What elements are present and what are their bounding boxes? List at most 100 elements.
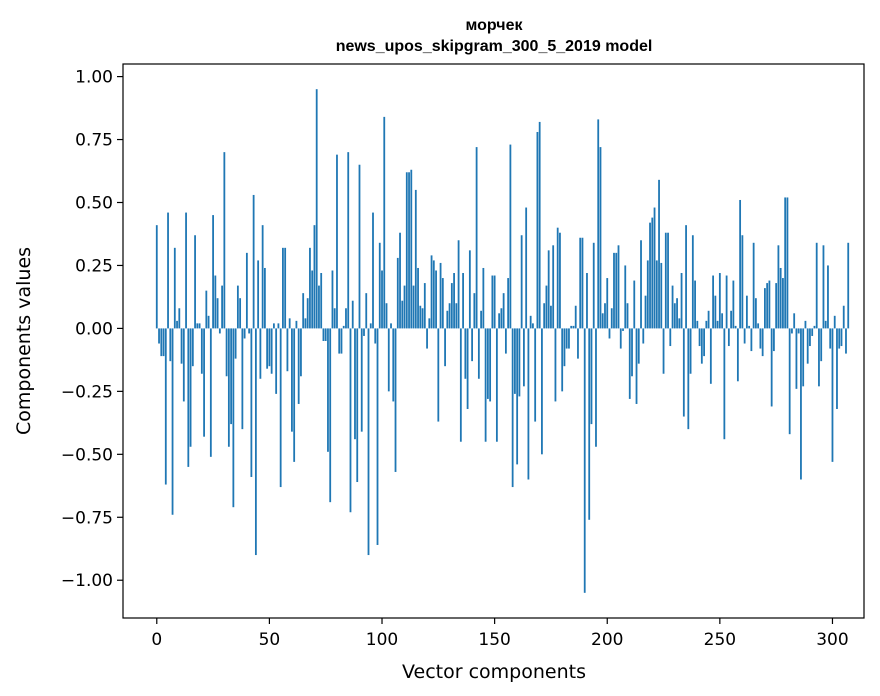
bar-123 bbox=[432, 260, 435, 329]
bar-252 bbox=[723, 328, 726, 440]
bar-15 bbox=[189, 328, 192, 447]
x-tick-label: 200 bbox=[591, 630, 623, 650]
bar-287 bbox=[802, 328, 805, 387]
bar-307 bbox=[847, 242, 850, 329]
bar-116 bbox=[417, 267, 419, 329]
bar-52 bbox=[273, 323, 275, 329]
bar-192 bbox=[588, 328, 591, 520]
bar-79 bbox=[333, 308, 336, 329]
bar-275 bbox=[775, 283, 778, 329]
bar-181 bbox=[563, 328, 566, 367]
bar-194 bbox=[592, 242, 595, 329]
bar-33 bbox=[230, 328, 233, 425]
bar-271 bbox=[766, 283, 769, 329]
bar-94 bbox=[367, 328, 370, 556]
bar-2 bbox=[160, 328, 163, 357]
bar-273 bbox=[770, 328, 773, 407]
bar-151 bbox=[495, 328, 498, 442]
bar-291 bbox=[811, 328, 814, 336]
bar-212 bbox=[633, 280, 636, 329]
bar-9 bbox=[176, 320, 178, 329]
bar-227 bbox=[667, 232, 669, 329]
bar-219 bbox=[649, 222, 651, 329]
bar-284 bbox=[795, 328, 798, 389]
bar-66 bbox=[304, 318, 307, 329]
bar-1 bbox=[158, 328, 160, 344]
bar-95 bbox=[369, 323, 372, 329]
bar-41 bbox=[248, 328, 251, 334]
bar-77 bbox=[329, 328, 332, 503]
bar-139 bbox=[468, 250, 471, 329]
bar-56 bbox=[282, 247, 284, 329]
bar-85 bbox=[347, 152, 350, 329]
bar-93 bbox=[365, 293, 368, 329]
bar-67 bbox=[306, 298, 309, 329]
bar-145 bbox=[482, 267, 485, 329]
bar-167 bbox=[532, 323, 534, 329]
bar-47 bbox=[261, 225, 264, 329]
bar-129 bbox=[446, 310, 449, 329]
bar-253 bbox=[725, 275, 728, 329]
bar-91 bbox=[360, 328, 363, 432]
bar-102 bbox=[385, 303, 388, 329]
bar-306 bbox=[845, 328, 847, 354]
bar-120 bbox=[426, 328, 428, 349]
bar-80 bbox=[336, 154, 338, 329]
bar-36 bbox=[236, 285, 239, 329]
bar-265 bbox=[752, 242, 755, 329]
bar-164 bbox=[525, 207, 528, 329]
bar-190 bbox=[583, 328, 586, 593]
bar-137 bbox=[464, 328, 467, 379]
bar-266 bbox=[754, 298, 757, 329]
bar-244 bbox=[705, 320, 708, 329]
bar-122 bbox=[430, 255, 433, 329]
bar-226 bbox=[664, 232, 667, 329]
bar-71 bbox=[315, 89, 318, 329]
bar-134 bbox=[457, 240, 460, 329]
bar-163 bbox=[523, 328, 525, 387]
bar-115 bbox=[414, 189, 417, 329]
bar-214 bbox=[637, 328, 640, 364]
bar-199 bbox=[604, 303, 606, 329]
bar-97 bbox=[374, 328, 377, 344]
y-tick-label: −0.25 bbox=[61, 382, 113, 402]
bar-83 bbox=[342, 325, 345, 329]
bar-189 bbox=[581, 237, 584, 329]
bar-3 bbox=[162, 328, 165, 357]
bar-243 bbox=[703, 328, 705, 357]
bar-197 bbox=[599, 147, 602, 329]
bar-28 bbox=[218, 328, 221, 334]
bar-153 bbox=[500, 308, 503, 329]
bar-154 bbox=[502, 293, 505, 329]
bar-172 bbox=[543, 303, 546, 329]
bar-299 bbox=[829, 328, 832, 349]
bar-242 bbox=[700, 328, 703, 364]
y-tick-label: 1.00 bbox=[75, 68, 113, 88]
bar-200 bbox=[606, 278, 609, 329]
bar-106 bbox=[394, 328, 397, 472]
x-tick-label: 300 bbox=[816, 630, 848, 650]
bar-27 bbox=[216, 298, 219, 329]
y-axis-title: Components values bbox=[13, 247, 35, 435]
bar-14 bbox=[187, 328, 190, 467]
bar-232 bbox=[678, 318, 681, 329]
bar-157 bbox=[509, 144, 512, 329]
y-tick-label: −0.50 bbox=[61, 445, 113, 465]
chart-title: морчек bbox=[466, 17, 524, 34]
bar-50 bbox=[268, 328, 271, 367]
bar-37 bbox=[239, 298, 242, 329]
bar-13 bbox=[185, 212, 187, 329]
bar-74 bbox=[322, 328, 325, 341]
bar-114 bbox=[412, 285, 415, 329]
bar-286 bbox=[800, 328, 802, 480]
bar-295 bbox=[820, 328, 823, 362]
bar-276 bbox=[777, 245, 780, 329]
bar-158 bbox=[511, 328, 514, 488]
y-tick-label: 0.50 bbox=[75, 194, 113, 214]
bar-155 bbox=[504, 328, 507, 354]
x-tick-label: 250 bbox=[704, 630, 736, 650]
bar-110 bbox=[403, 285, 406, 329]
bar-140 bbox=[471, 328, 473, 362]
bar-225 bbox=[662, 328, 665, 374]
